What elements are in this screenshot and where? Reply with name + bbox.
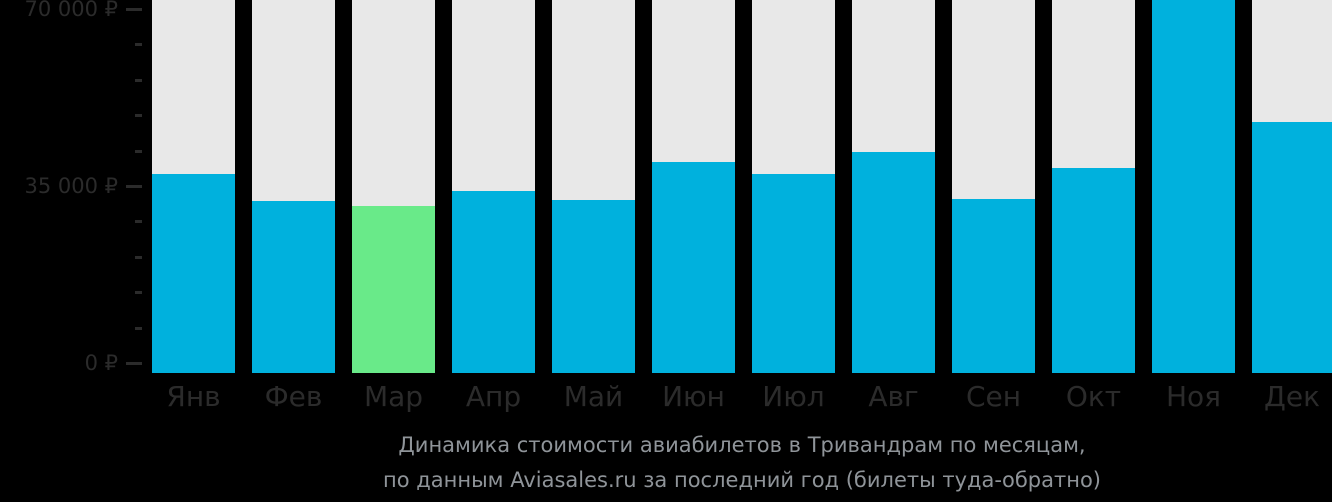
y-axis-major-tick: [126, 362, 142, 365]
month-column: [1052, 0, 1135, 373]
y-axis: 0 ₽ 35 000 ₽ 70 000 ₽: [0, 0, 152, 375]
plot-area: [152, 0, 1332, 373]
price-bar[interactable]: [152, 174, 235, 373]
month-column: [552, 0, 635, 373]
month-label: Ноя: [1165, 380, 1222, 413]
month-label: Сен: [965, 380, 1022, 413]
y-axis-label: 35 000 ₽: [24, 174, 118, 198]
month-label: Май: [563, 380, 624, 413]
price-bar[interactable]: [352, 206, 435, 373]
month-label: Дек: [1263, 380, 1320, 413]
y-axis-minor-tick: [135, 114, 142, 118]
month-label: Авг: [868, 380, 919, 413]
month-label: Июл: [762, 380, 825, 413]
chart-title-line2: по данным Aviasales.ru за последний год …: [383, 468, 1101, 492]
y-axis-minor-tick: [135, 78, 142, 82]
month-label: Фев: [264, 380, 323, 413]
y-axis-label: 70 000 ₽: [24, 0, 118, 21]
y-axis-major-tick: [126, 8, 142, 11]
month-column: [952, 0, 1035, 373]
price-bar[interactable]: [452, 191, 535, 373]
price-bar[interactable]: [1152, 0, 1235, 373]
price-bar[interactable]: [952, 199, 1035, 373]
month-label: Апр: [465, 380, 522, 413]
chart-title-line1: Динамика стоимости авиабилетов в Триванд…: [398, 433, 1086, 457]
month-label: Окт: [1065, 380, 1122, 413]
price-bar[interactable]: [852, 152, 935, 373]
y-axis-minor-tick: [135, 326, 142, 330]
month-column: [252, 0, 335, 373]
price-bar[interactable]: [1052, 168, 1135, 373]
month-column: [452, 0, 535, 373]
y-axis-minor-tick: [135, 149, 142, 153]
month-label: Мар: [363, 380, 424, 413]
y-axis-label: 0 ₽: [84, 351, 118, 375]
month-column: [752, 0, 835, 373]
price-bar[interactable]: [552, 200, 635, 373]
y-axis-minor-tick: [135, 220, 142, 224]
month-label: Янв: [166, 380, 221, 413]
chart-title: Динамика стоимости авиабилетов в Триванд…: [152, 428, 1332, 498]
y-axis-minor-tick: [135, 291, 142, 295]
month-column: [652, 0, 735, 373]
price-bar[interactable]: [752, 174, 835, 373]
y-axis-minor-tick: [135, 255, 142, 259]
x-axis-labels: Янв Фев Мар Апр Май Июн Июл Авг Сен Окт Ноя Дек: [166, 380, 1320, 413]
month-column: [352, 0, 435, 373]
month-column: [852, 0, 935, 373]
month-label: Июн: [662, 380, 725, 413]
month-column: [1252, 0, 1332, 373]
y-axis-minor-tick: [135, 43, 142, 47]
month-column: [1152, 0, 1235, 373]
y-axis-major-tick: [126, 185, 142, 188]
month-column: [152, 0, 235, 373]
price-bar[interactable]: [1252, 122, 1332, 373]
price-bar[interactable]: [252, 201, 335, 373]
price-bar[interactable]: [652, 162, 735, 373]
